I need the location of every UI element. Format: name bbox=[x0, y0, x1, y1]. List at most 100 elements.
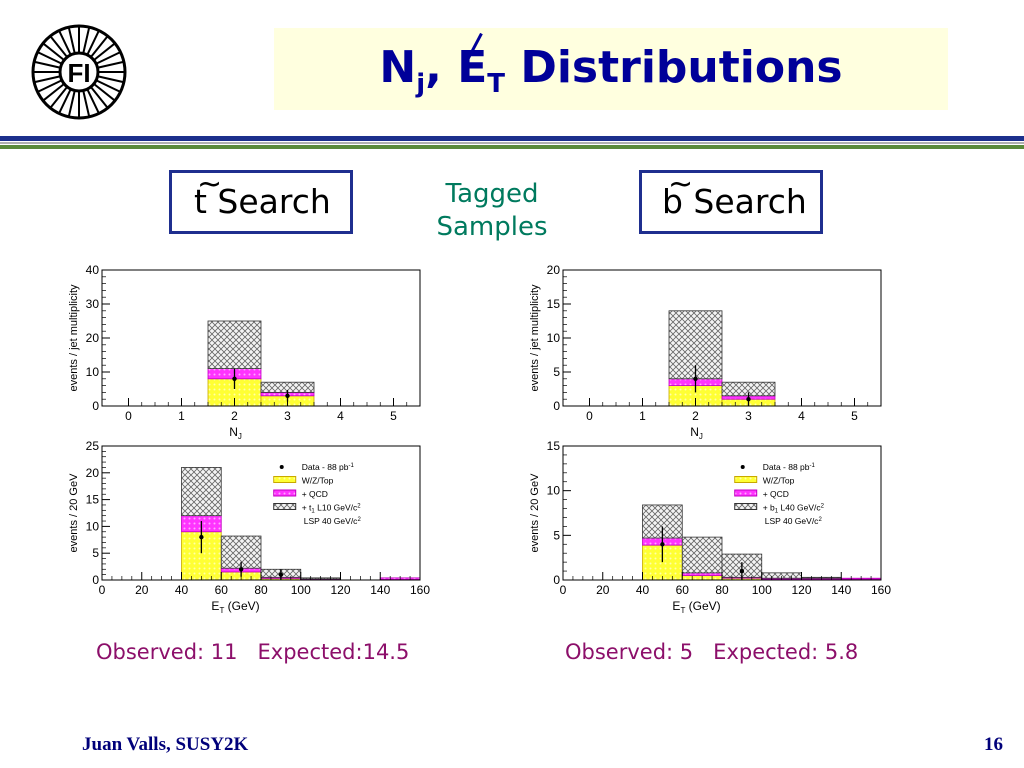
x-tick-label: 160 bbox=[410, 583, 430, 597]
x-tick-label: 0 bbox=[99, 583, 106, 597]
sbottom-search-label: b Search bbox=[662, 182, 807, 221]
legend-label: + QCD bbox=[763, 489, 789, 499]
y-tick-label: 10 bbox=[86, 519, 100, 533]
x-tick-label: 40 bbox=[175, 583, 189, 597]
logo-spoke bbox=[93, 43, 115, 61]
x-tick-label: 2 bbox=[231, 409, 238, 423]
tagged-samples-label: Tagged Samples bbox=[436, 179, 548, 242]
title-sub-j: j bbox=[416, 68, 426, 99]
x-axis-label: NJ bbox=[229, 425, 242, 441]
bar-signal bbox=[181, 467, 222, 517]
legend-label: Data - 88 pb-1 bbox=[302, 462, 355, 472]
x-tick-label: 80 bbox=[715, 583, 729, 597]
y-axis-label: events / 20 GeV bbox=[68, 473, 80, 553]
legend-signal-swatch bbox=[273, 503, 297, 510]
legend-label: Data - 88 pb-1 bbox=[763, 462, 816, 472]
y-tick-label: 20 bbox=[86, 466, 100, 480]
data-point bbox=[660, 542, 665, 547]
data-point bbox=[739, 568, 745, 574]
data-point bbox=[285, 393, 290, 398]
x-tick-label: 160 bbox=[871, 583, 891, 597]
stop-observed-expected: Observed: 11 Expected:14.5 bbox=[96, 640, 410, 664]
logo-spoke bbox=[50, 86, 68, 108]
logo-spoke bbox=[86, 31, 100, 56]
x-tick-label: 140 bbox=[370, 583, 390, 597]
data-point bbox=[238, 567, 244, 572]
logo-spoke bbox=[68, 27, 76, 54]
y-tick-label: 0 bbox=[92, 573, 99, 587]
logo-spoke bbox=[43, 83, 65, 101]
logo-spoke bbox=[95, 79, 120, 93]
y-tick-label: 10 bbox=[547, 331, 561, 345]
legend-label: + t1 L10 GeV/c2 bbox=[302, 503, 362, 515]
legend-wzt-swatch bbox=[273, 476, 297, 483]
x-tick-label: 4 bbox=[337, 409, 344, 423]
legend-label: LSP 40 GeV/c2 bbox=[304, 516, 362, 526]
sbottom-search-box: ~ b Search bbox=[639, 167, 823, 234]
logo-spoke bbox=[82, 27, 90, 54]
logo-spoke bbox=[95, 51, 120, 65]
logo-spoke bbox=[68, 90, 76, 117]
y-axis-label: events / jet multiplicity bbox=[68, 284, 80, 391]
y-tick-label: 15 bbox=[547, 297, 561, 311]
footer-page-number: 16 bbox=[984, 734, 1003, 755]
legend-data-marker bbox=[740, 465, 745, 469]
data-point bbox=[199, 534, 204, 540]
x-axis-label: ET (GeV) bbox=[672, 599, 720, 614]
legend-label: W/Z/Top bbox=[763, 476, 795, 486]
header-rule-gray bbox=[0, 142, 1024, 144]
bar-signal bbox=[681, 536, 723, 574]
header-rule-blue bbox=[0, 136, 1024, 141]
logo-spoke bbox=[43, 43, 65, 61]
fi-logo: FI bbox=[31, 24, 127, 120]
stop-met-chart: 0 5 10 15 20 25 0 20 40 60 80 100 120 140 160 ET (GeV) e… bbox=[68, 439, 430, 614]
x-tick-label: 80 bbox=[254, 583, 268, 597]
y-tick-label: 0 bbox=[553, 573, 560, 587]
bar-signal bbox=[207, 320, 262, 369]
logo-spoke bbox=[58, 31, 72, 56]
footer-author: Juan Valls, SUSY2K bbox=[82, 734, 249, 755]
sbottom-nj-chart: 0 5 10 15 20 0 1 2 3 4 5 NJ events / jet multiplicit… bbox=[529, 263, 882, 441]
legend-data-marker bbox=[279, 465, 284, 469]
sbottom-met-chart: 0 5 10 15 0 20 40 60 80 100 120 140 160 ET (GeV) event… bbox=[529, 439, 891, 614]
x-tick-label: 0 bbox=[125, 409, 132, 423]
legend-wzt-swatch bbox=[734, 476, 758, 483]
stop-nj-chart: 0 10 20 30 40 0 1 2 3 4 5 NJ events / jet multiplici… bbox=[68, 263, 421, 441]
title-rest: Distributions bbox=[505, 42, 843, 93]
sbottom-observed-expected: Observed: 5 Expected: 5.8 bbox=[565, 640, 859, 664]
title-n: N bbox=[379, 42, 417, 93]
data-point bbox=[232, 376, 237, 381]
header-rule-green bbox=[0, 145, 1024, 149]
y-tick-label: 15 bbox=[86, 493, 100, 507]
x-tick-label: 1 bbox=[178, 409, 185, 423]
x-tick-label: 20 bbox=[135, 583, 149, 597]
y-tick-label: 40 bbox=[86, 263, 100, 277]
x-axis-label: ET (GeV) bbox=[211, 599, 259, 614]
logo-spoke bbox=[93, 83, 115, 101]
x-tick-label: 2 bbox=[692, 409, 699, 423]
x-tick-label: 20 bbox=[596, 583, 610, 597]
logo-wheel bbox=[34, 27, 124, 117]
bar-qcd bbox=[681, 572, 723, 576]
x-tick-label: 5 bbox=[851, 409, 858, 423]
x-tick-label: 60 bbox=[676, 583, 690, 597]
y-tick-label: 25 bbox=[86, 439, 100, 453]
x-tick-label: 140 bbox=[831, 583, 851, 597]
stop-search-label: t Search bbox=[194, 182, 331, 221]
y-axis-label: events / jet multiplicity bbox=[529, 284, 541, 391]
y-axis-label: events / 20 GeV bbox=[529, 473, 541, 553]
data-point bbox=[278, 572, 284, 577]
x-tick-label: 100 bbox=[752, 583, 772, 597]
legend-label: W/Z/Top bbox=[302, 476, 334, 486]
logo-spoke bbox=[34, 75, 61, 83]
y-tick-label: 20 bbox=[547, 263, 561, 277]
logo-spoke bbox=[38, 51, 63, 65]
logo-spoke bbox=[97, 61, 124, 69]
y-tick-label: 30 bbox=[86, 297, 100, 311]
sbottom-tilde: ~ bbox=[668, 167, 694, 202]
y-tick-label: 20 bbox=[86, 331, 100, 345]
stop-search-box: ~ t Search bbox=[169, 167, 353, 234]
x-tick-label: 120 bbox=[330, 583, 350, 597]
stop-tilde: ~ bbox=[197, 167, 223, 202]
legend-qcd-swatch bbox=[273, 489, 297, 497]
